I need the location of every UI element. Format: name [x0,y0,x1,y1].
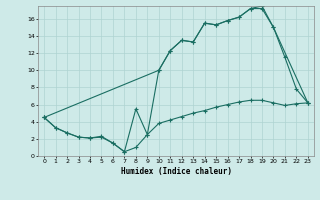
X-axis label: Humidex (Indice chaleur): Humidex (Indice chaleur) [121,167,231,176]
